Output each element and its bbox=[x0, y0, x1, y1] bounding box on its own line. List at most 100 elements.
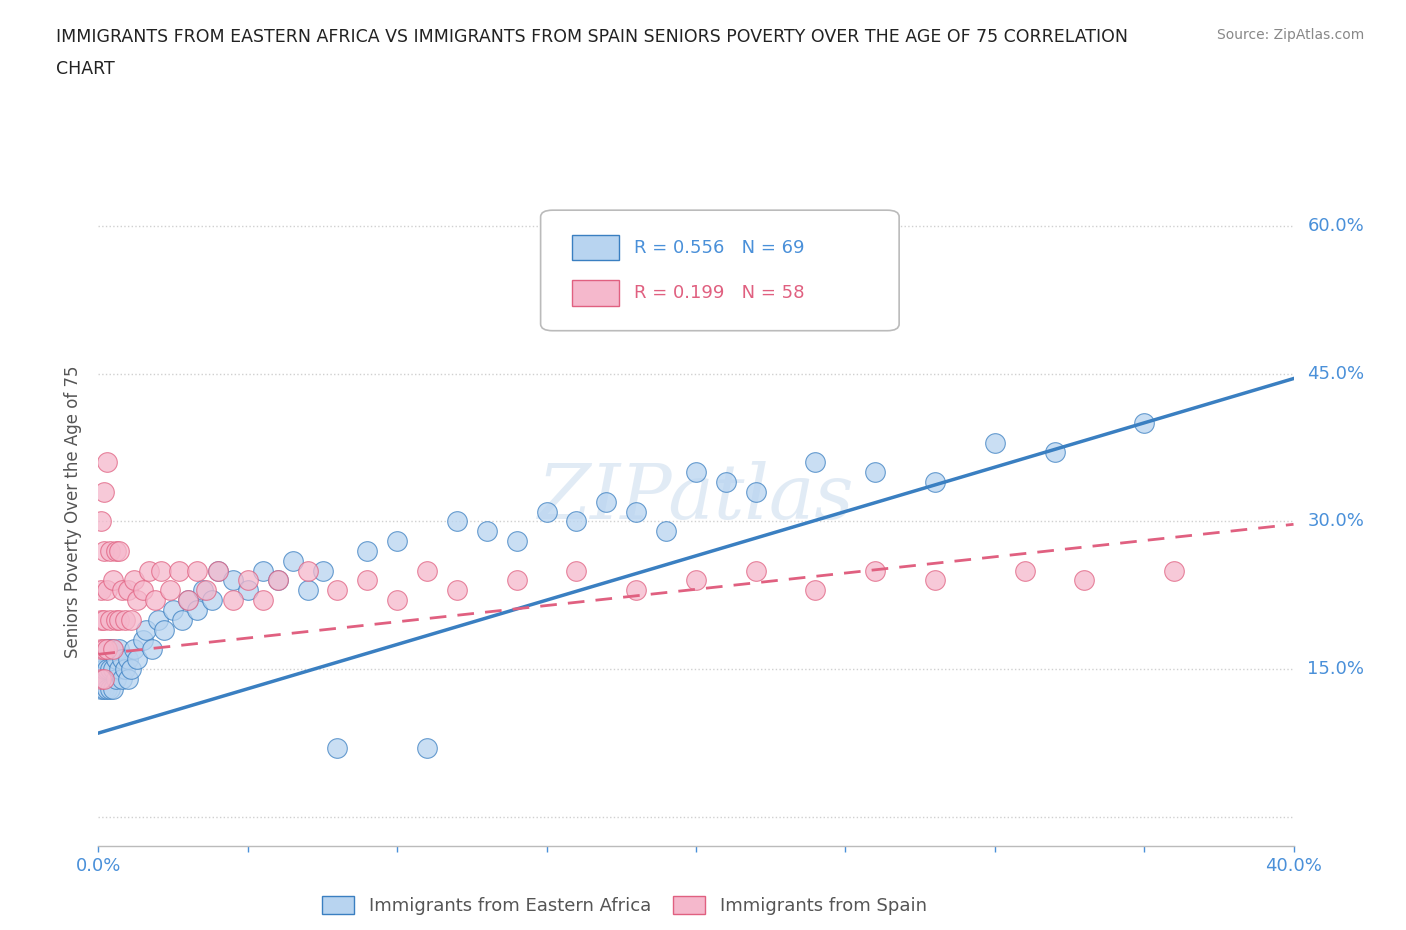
Point bbox=[90, 671, 112, 686]
Point bbox=[1014, 564, 1036, 578]
Point bbox=[93, 682, 115, 697]
Point bbox=[103, 573, 125, 588]
Point bbox=[267, 573, 290, 588]
Point bbox=[311, 564, 333, 578]
Text: Source: ZipAtlas.com: Source: ZipAtlas.com bbox=[1216, 28, 1364, 42]
Point bbox=[96, 642, 118, 657]
Point bbox=[148, 612, 170, 627]
Point bbox=[207, 564, 229, 578]
Point bbox=[595, 494, 617, 509]
Point bbox=[167, 564, 190, 578]
Point bbox=[105, 671, 128, 686]
Point bbox=[745, 564, 768, 578]
Point bbox=[111, 671, 134, 686]
Point bbox=[236, 583, 259, 598]
Point bbox=[105, 652, 128, 667]
Point bbox=[924, 474, 946, 489]
Point bbox=[194, 583, 218, 598]
Point bbox=[132, 583, 155, 598]
Point bbox=[506, 573, 529, 588]
Point bbox=[267, 573, 290, 588]
Point bbox=[745, 485, 768, 499]
Point bbox=[172, 612, 194, 627]
Point bbox=[114, 661, 136, 676]
Point bbox=[96, 642, 118, 657]
Point bbox=[865, 564, 887, 578]
Point bbox=[93, 612, 115, 627]
Text: 30.0%: 30.0% bbox=[1308, 512, 1364, 530]
Point bbox=[685, 573, 707, 588]
Point bbox=[138, 564, 160, 578]
Point bbox=[90, 583, 112, 598]
Point bbox=[103, 661, 125, 676]
Text: 60.0%: 60.0% bbox=[1308, 217, 1364, 235]
Point bbox=[90, 671, 112, 686]
Point bbox=[93, 652, 115, 667]
Point bbox=[207, 564, 229, 578]
Point bbox=[186, 603, 208, 618]
Point bbox=[416, 740, 439, 755]
Point bbox=[565, 564, 588, 578]
Point bbox=[117, 671, 139, 686]
Point bbox=[446, 514, 468, 529]
Point bbox=[120, 612, 142, 627]
Point bbox=[865, 465, 887, 480]
Point bbox=[143, 592, 166, 607]
Point bbox=[98, 661, 122, 676]
Point bbox=[685, 465, 707, 480]
Point bbox=[111, 583, 134, 598]
Point bbox=[120, 661, 142, 676]
Point bbox=[201, 592, 224, 607]
Point bbox=[108, 661, 131, 676]
Point bbox=[804, 455, 827, 470]
Point bbox=[90, 514, 112, 529]
Point bbox=[804, 583, 827, 598]
Point bbox=[177, 592, 200, 607]
Point bbox=[108, 642, 131, 657]
Bar bbox=[572, 281, 620, 306]
Point bbox=[124, 573, 146, 588]
Point bbox=[132, 632, 155, 647]
Point bbox=[90, 661, 112, 676]
Point bbox=[93, 671, 115, 686]
Point bbox=[236, 573, 259, 588]
Point bbox=[103, 642, 125, 657]
Point bbox=[326, 740, 349, 755]
Point bbox=[624, 504, 647, 519]
Point bbox=[90, 682, 112, 697]
Point bbox=[416, 564, 439, 578]
Point bbox=[108, 612, 131, 627]
Point bbox=[385, 592, 409, 607]
Text: R = 0.556   N = 69: R = 0.556 N = 69 bbox=[634, 239, 804, 257]
Point bbox=[983, 435, 1005, 450]
Point bbox=[1043, 445, 1066, 459]
Point bbox=[297, 564, 319, 578]
Point bbox=[103, 682, 125, 697]
Point bbox=[162, 603, 184, 618]
Point bbox=[222, 573, 245, 588]
Point bbox=[356, 573, 378, 588]
Point bbox=[96, 583, 118, 598]
Text: IMMIGRANTS FROM EASTERN AFRICA VS IMMIGRANTS FROM SPAIN SENIORS POVERTY OVER THE: IMMIGRANTS FROM EASTERN AFRICA VS IMMIGR… bbox=[56, 28, 1128, 46]
Point bbox=[141, 642, 163, 657]
Point bbox=[127, 592, 149, 607]
Point bbox=[93, 543, 115, 558]
Point bbox=[506, 534, 529, 549]
Text: R = 0.199   N = 58: R = 0.199 N = 58 bbox=[634, 285, 804, 302]
Point bbox=[90, 652, 112, 667]
Point bbox=[159, 583, 181, 598]
Point bbox=[1133, 416, 1156, 431]
Point bbox=[536, 504, 558, 519]
Point bbox=[281, 553, 304, 568]
Point bbox=[153, 622, 176, 637]
Point bbox=[326, 583, 349, 598]
Text: ZIPatlas: ZIPatlas bbox=[537, 461, 855, 535]
Point bbox=[96, 661, 118, 676]
Point bbox=[624, 583, 647, 598]
Point bbox=[108, 543, 131, 558]
Point bbox=[297, 583, 319, 598]
Point bbox=[252, 564, 274, 578]
FancyBboxPatch shape bbox=[540, 210, 900, 331]
Point bbox=[98, 642, 122, 657]
Legend: Immigrants from Eastern Africa, Immigrants from Spain: Immigrants from Eastern Africa, Immigran… bbox=[312, 887, 936, 924]
